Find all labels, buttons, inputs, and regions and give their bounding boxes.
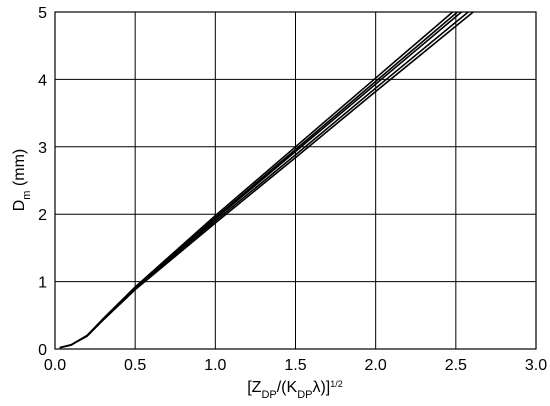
label-part: 1/2 (330, 379, 343, 389)
y-tick-label: 2 (38, 207, 47, 224)
label-part: λ)] (312, 379, 330, 396)
grid (54, 11, 537, 350)
y-tick-label: 4 (38, 72, 47, 89)
y-axis-label: Dm (mm) (11, 149, 33, 212)
y-tick-label: 5 (38, 5, 47, 22)
lines (59, 12, 475, 349)
line (59, 12, 475, 349)
label-part: D (11, 200, 28, 212)
label-part: m (21, 191, 33, 200)
y-tick-label: 1 (38, 275, 47, 292)
x-axis-label: [ZDP/(KDPλ)]1/2 (247, 379, 343, 401)
y-tick-label: 0 (38, 342, 47, 359)
line (59, 12, 470, 349)
label-part: DP (297, 389, 312, 401)
label-part: [Z (247, 379, 261, 396)
x-tick-label: 3.0 (525, 357, 547, 374)
y-tick-label: 3 (38, 140, 47, 157)
x-tick-label: 2.0 (365, 357, 387, 374)
x-tick-label: 1.0 (204, 357, 226, 374)
x-tick-label: 1.5 (284, 357, 306, 374)
plot-frame (54, 11, 537, 350)
x-tick-label: 2.5 (445, 357, 467, 374)
label-part: /(K (277, 379, 298, 396)
line (59, 12, 463, 349)
label-part: DP (261, 389, 276, 401)
x-tick-label: 0.0 (44, 357, 66, 374)
x-tick-label: 0.5 (124, 357, 146, 374)
label-part: (mm) (11, 149, 28, 191)
